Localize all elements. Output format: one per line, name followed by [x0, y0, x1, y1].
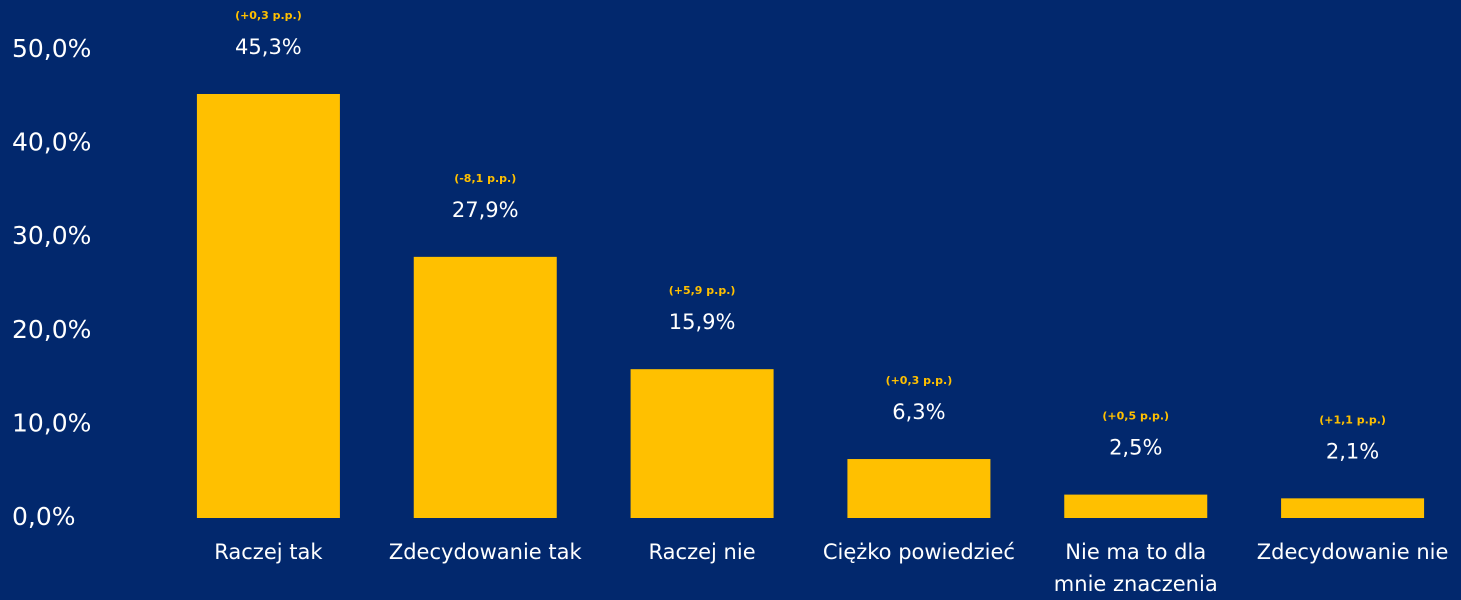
value-label: 2,5%: [1109, 436, 1162, 460]
y-tick-label: 10,0%: [12, 408, 91, 437]
change-annotation: (+0,3 p.p.): [886, 374, 953, 387]
x-tick-label: Nie ma to dla mnie znaczenia: [1053, 540, 1218, 596]
y-tick-label: 40,0%: [12, 128, 91, 157]
y-tick-label: 20,0%: [12, 315, 91, 344]
y-tick-label: 50,0%: [12, 34, 91, 63]
x-tick-label: Raczej tak: [214, 540, 323, 564]
value-label: 27,9%: [452, 198, 519, 222]
bar: [847, 459, 991, 518]
bar: [1281, 498, 1425, 518]
x-tick-label: Raczej nie: [648, 540, 756, 564]
value-label: 45,3%: [235, 35, 302, 59]
bar: [196, 93, 340, 518]
x-tick-label: Zdecydowanie tak: [388, 540, 582, 564]
value-label: 2,1%: [1326, 439, 1379, 463]
change-annotation: (+5,9 p.p.): [669, 284, 736, 297]
x-tick-label: Zdecydowanie nie: [1256, 540, 1449, 564]
x-tick-label: Ciężko powiedzieć: [822, 540, 1015, 564]
bar: [630, 369, 774, 518]
change-annotation: (+0,3 p.p.): [235, 9, 302, 22]
change-annotation: (+0,5 p.p.): [1102, 410, 1169, 423]
value-label: 6,3%: [892, 400, 945, 424]
y-tick-label: 30,0%: [12, 221, 91, 250]
bar: [1064, 494, 1208, 518]
value-label: 15,9%: [669, 310, 736, 334]
change-annotation: (+1,1 p.p.): [1319, 413, 1386, 426]
bar: [413, 256, 557, 518]
change-annotation: (-8,1 p.p.): [454, 172, 516, 185]
y-tick-label: 0,0%: [12, 502, 76, 531]
